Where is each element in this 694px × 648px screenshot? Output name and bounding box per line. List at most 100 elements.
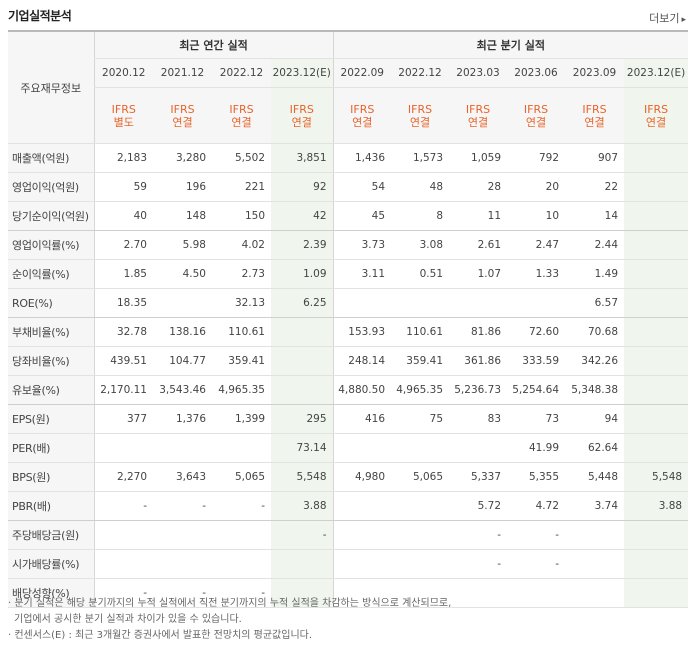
consolidation-label: 연결 (525, 115, 547, 129)
more-link[interactable]: 더보기 ▸ (649, 10, 686, 26)
table-cell: 4,880.50 (332, 375, 392, 405)
table-cell: 1.49 (565, 259, 625, 289)
period-header: 2023.09 (565, 58, 625, 88)
annual-group-header: 최근 연간 실적 (93, 30, 334, 59)
table-cell (391, 491, 450, 521)
table-row: PBR(배) - - -3.88 5.72 4.72 3.74 3.88 (8, 491, 689, 521)
table-cell: 5,065 (212, 462, 271, 492)
table-cell: 150 (212, 201, 271, 231)
row-label: 부채비율(%) (8, 317, 94, 347)
table-cell (332, 491, 392, 521)
table-cell (624, 288, 689, 318)
table-cell: 1.07 (449, 259, 508, 289)
table-cell (93, 433, 153, 463)
table-row: 배당성향(%) - - - (8, 578, 689, 608)
table-cell (93, 520, 153, 550)
financial-summary-table: 주요재무정보 최근 연간 실적 최근 분기 실적 2020.12 2021.12 2… (8, 30, 689, 608)
period-header: 2023.12(E) (624, 58, 689, 88)
table-cell (624, 375, 689, 405)
section-title: 기업실적분석 (8, 9, 72, 23)
table-cell: 104.77 (153, 346, 212, 376)
table-cell (624, 346, 689, 376)
accounting-standard-header: IFRS 연결 (332, 87, 392, 144)
table-cell: 196 (153, 172, 212, 202)
table-cell: 792 (507, 143, 566, 173)
accounting-standard-header: IFRS 연결 (271, 87, 334, 144)
table-cell: - (212, 491, 271, 521)
table-cell (212, 520, 271, 550)
table-cell: 11 (449, 201, 508, 231)
table-cell: - (507, 549, 566, 579)
table-cell: 45 (332, 201, 392, 231)
accounting-standard-header: IFRS 연결 (153, 87, 212, 144)
standard-label: IFRS (407, 102, 433, 116)
consolidation-label: 연결 (409, 115, 431, 129)
table-row: 영업이익률(%) 2.70 5.98 4.02 2.39 3.73 3.08 2.61 2.47… (8, 230, 689, 260)
table-cell: 94 (565, 404, 625, 434)
table-cell (153, 549, 212, 579)
table-cell: 73.14 (271, 433, 334, 463)
table-cell: 32.78 (93, 317, 153, 347)
table-cell (565, 578, 625, 608)
table-cell: 361.86 (449, 346, 508, 376)
table-row: 당좌비율(%) 439.51 104.77 359.41 248.14 359.41 361… (8, 346, 689, 376)
consolidation-label: 연결 (584, 115, 605, 129)
row-label: 유보율(%) (8, 375, 94, 405)
table-cell: 81.86 (449, 317, 508, 347)
table-cell: 41.99 (507, 433, 566, 463)
standard-label: IFRS (523, 102, 549, 116)
table-cell: 359.41 (212, 346, 271, 376)
table-cell (624, 230, 689, 260)
table-cell: 1,573 (391, 143, 450, 173)
table-cell: 28 (449, 172, 508, 202)
table-cell: 1,376 (153, 404, 212, 434)
table-cell: 5,065 (391, 462, 450, 492)
table-cell: 3.08 (391, 230, 450, 260)
table-cell: 333.59 (507, 346, 566, 376)
standard-label: IFRS (229, 102, 254, 116)
row-label: 시가배당률(%) (8, 549, 94, 579)
footnote: 기업에서 공시한 분기 실적과 차이가 있을 수 있습니다. (14, 614, 242, 625)
accounting-standard-header: IFRS 연결 (212, 87, 271, 144)
table-cell: 5,548 (271, 462, 334, 492)
table-cell: 1.09 (271, 259, 334, 289)
standard-label: IFRS (289, 102, 314, 116)
table-cell (449, 578, 508, 608)
table-cell: 2,183 (93, 143, 153, 173)
table-cell (332, 433, 392, 463)
table-cell (271, 375, 334, 405)
table-cell (271, 578, 334, 608)
table-cell: 5,355 (507, 462, 566, 492)
table-cell (391, 288, 450, 318)
table-cell (93, 549, 153, 579)
table-cell: 22 (565, 172, 625, 202)
chevron-right-icon: ▸ (681, 15, 686, 25)
accounting-standard-header: IFRS 연결 (391, 87, 450, 144)
footnotes: · 분기 실적은 해당 분기까지의 누적 실적에서 직전 분기까지의 누적 실적… (8, 596, 451, 644)
table-cell (624, 404, 689, 434)
table-cell: 2.70 (93, 230, 153, 260)
accounting-standard-header: IFRS 연결 (507, 87, 566, 144)
table-row: 영업이익(억원) 59 196 221 92 54 48 28 20 22 (8, 172, 689, 202)
standard-label: IFRS (170, 102, 195, 116)
table-row: BPS(원) 2,270 3,643 5,065 5,548 4,980 5,065 5,33… (8, 462, 689, 492)
table-cell: 5,254.64 (507, 375, 566, 405)
table-row: 주당배당금(원) - - - (8, 520, 689, 550)
table-row: EPS(원) 377 1,376 1,399 295 416 75 83 73 94 (8, 404, 689, 434)
table-cell: 138.16 (153, 317, 212, 347)
period-header: 2022.09 (332, 58, 392, 88)
section-header: 기업실적분석 더보기 ▸ (0, 0, 694, 30)
table-cell: 5.98 (153, 230, 212, 260)
footnote: · 컨센서스(E) : 최근 3개월간 증권사에서 발표한 전망치의 평균값입니… (8, 630, 313, 641)
accounting-standard-header: IFRS 연결 (624, 87, 689, 144)
row-label: EPS(원) (8, 404, 94, 434)
table-row: ROE(%) 18.35 32.13 6.25 6.57 (8, 288, 689, 318)
table-cell (624, 317, 689, 347)
table-cell: 110.61 (212, 317, 271, 347)
table-cell: 59 (93, 172, 153, 202)
table-cell: 416 (332, 404, 392, 434)
table-cell: 3,280 (153, 143, 212, 173)
table-cell: 439.51 (93, 346, 153, 376)
period-header: 2020.12 (93, 58, 153, 88)
table-cell (624, 549, 689, 579)
